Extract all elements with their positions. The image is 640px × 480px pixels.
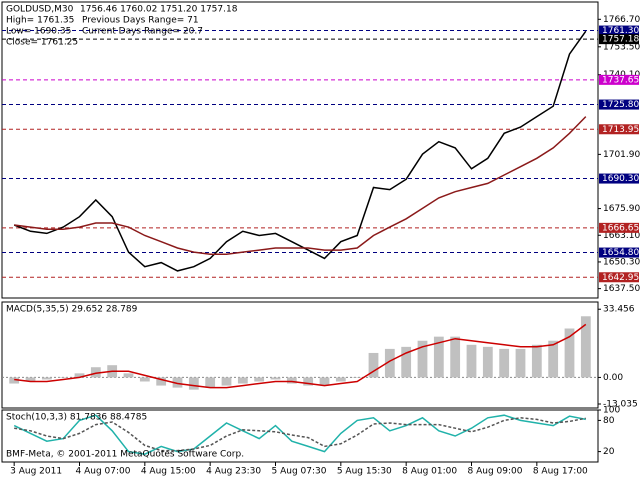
level-label: 1642.95 — [602, 273, 639, 283]
level-label-box — [599, 272, 639, 283]
y-tick-label: -13.035 — [603, 399, 638, 409]
x-tick-label: 3 Aug 2011 — [10, 467, 62, 477]
histogram-bar — [417, 340, 428, 378]
info-text: Close= 1761.25 — [6, 38, 78, 48]
histogram-bar — [303, 377, 314, 386]
info-text: Previous Days Range= 71 — [82, 16, 199, 26]
panel-title: Stoch(10,3,3) 81.7836 88.4785 — [6, 413, 147, 423]
ohlc-text: 1756.46 1760.02 1751.20 1757.18 — [80, 5, 238, 15]
level-label: 1761.30 — [602, 26, 639, 36]
histogram-bar — [433, 336, 444, 378]
histogram-bar — [450, 336, 461, 378]
histogram-bar — [254, 377, 265, 382]
level-label-box — [599, 247, 639, 258]
y-tick-label: 80 — [603, 416, 615, 426]
y-tick-label: 1753.50 — [603, 42, 640, 52]
histogram-bar — [319, 377, 330, 386]
histogram-bar — [482, 346, 493, 378]
y-tick-label: 1766.70 — [603, 15, 640, 25]
series-line — [14, 116, 587, 255]
series-line — [13, 414, 586, 455]
histogram-bar — [531, 344, 542, 378]
level-label-box — [599, 99, 639, 110]
level-label: 1654.80 — [602, 248, 639, 258]
y-tick-label: 0.00 — [603, 373, 623, 383]
histogram-bar — [221, 377, 232, 386]
histogram-bar — [335, 377, 346, 382]
copyright: BMF-Meta, © 2001-2011 MetaQuotes Softwar… — [6, 450, 244, 460]
series-line — [13, 30, 587, 272]
level-label: 1713.95 — [602, 125, 639, 135]
level-label-box — [599, 34, 639, 45]
level-label: 1757.18 — [602, 35, 639, 45]
x-tick-label: 4 Aug 23:30 — [206, 467, 261, 477]
histogram-bar — [188, 377, 199, 390]
level-label-box — [599, 173, 639, 184]
histogram-bar — [9, 377, 20, 384]
level-label: 1690.30 — [602, 174, 639, 184]
x-tick-label: 4 Aug 15:00 — [141, 467, 196, 477]
x-tick-label: 8 Aug 17:00 — [533, 467, 588, 477]
histogram-bar — [564, 328, 575, 378]
histogram-bar — [580, 316, 591, 378]
histogram-bar — [499, 348, 510, 378]
level-label-box — [599, 124, 639, 135]
histogram-bar — [237, 377, 248, 384]
histogram-bar — [270, 377, 281, 380]
level-label-box — [599, 222, 639, 233]
histogram-bar — [58, 377, 69, 378]
y-tick-label: 33.456 — [603, 305, 635, 315]
x-tick-label: 5 Aug 07:30 — [272, 467, 327, 477]
x-tick-label: 5 Aug 15:30 — [337, 467, 392, 477]
histogram-bar — [401, 346, 412, 378]
y-tick-label: 1637.50 — [603, 284, 640, 294]
panel-title: MACD(5,35,5) 29.652 28.789 — [6, 305, 138, 315]
histogram-bar — [384, 348, 395, 378]
y-tick-label: 1663.10 — [603, 231, 640, 241]
histogram-bar — [156, 377, 167, 386]
level-label: 1666.65 — [602, 223, 639, 233]
level-label-box — [599, 74, 639, 85]
panel-title: GOLDUSD,M30 — [6, 5, 74, 15]
level-label: 1725.80 — [602, 100, 639, 110]
histogram-bar — [515, 348, 526, 378]
histogram-bar — [286, 377, 297, 384]
series-line — [14, 323, 587, 389]
level-label-box — [599, 25, 639, 36]
info-text: Low= 1690.35 — [6, 27, 71, 37]
level-label: 1737.65 — [602, 75, 639, 85]
histogram-bar — [41, 377, 52, 380]
x-tick-label: 8 Aug 01:00 — [402, 467, 457, 477]
x-tick-label: 4 Aug 07:00 — [76, 467, 131, 477]
histogram-bar — [368, 352, 379, 378]
histogram-bar — [172, 377, 183, 388]
histogram-bar — [548, 340, 559, 378]
histogram-bar — [74, 373, 85, 378]
histogram-bar — [25, 377, 36, 382]
x-tick-label: 8 Aug 09:00 — [468, 467, 523, 477]
info-text: Current Days Range= 20.7 — [82, 27, 203, 37]
histogram-bar — [466, 344, 477, 378]
y-tick-label: 1650.30 — [603, 257, 640, 267]
histogram-bar — [90, 367, 101, 378]
y-tick-label: 20 — [603, 447, 615, 457]
histogram-bar — [205, 377, 216, 388]
histogram-bar — [139, 377, 150, 382]
histogram-bar — [352, 377, 363, 378]
y-tick-label: 100 — [603, 406, 620, 416]
info-text: High= 1761.35 — [6, 16, 74, 26]
y-tick-label: 1701.90 — [603, 150, 640, 160]
y-tick-label: 1675.90 — [603, 204, 640, 214]
histogram-bar — [123, 373, 134, 378]
